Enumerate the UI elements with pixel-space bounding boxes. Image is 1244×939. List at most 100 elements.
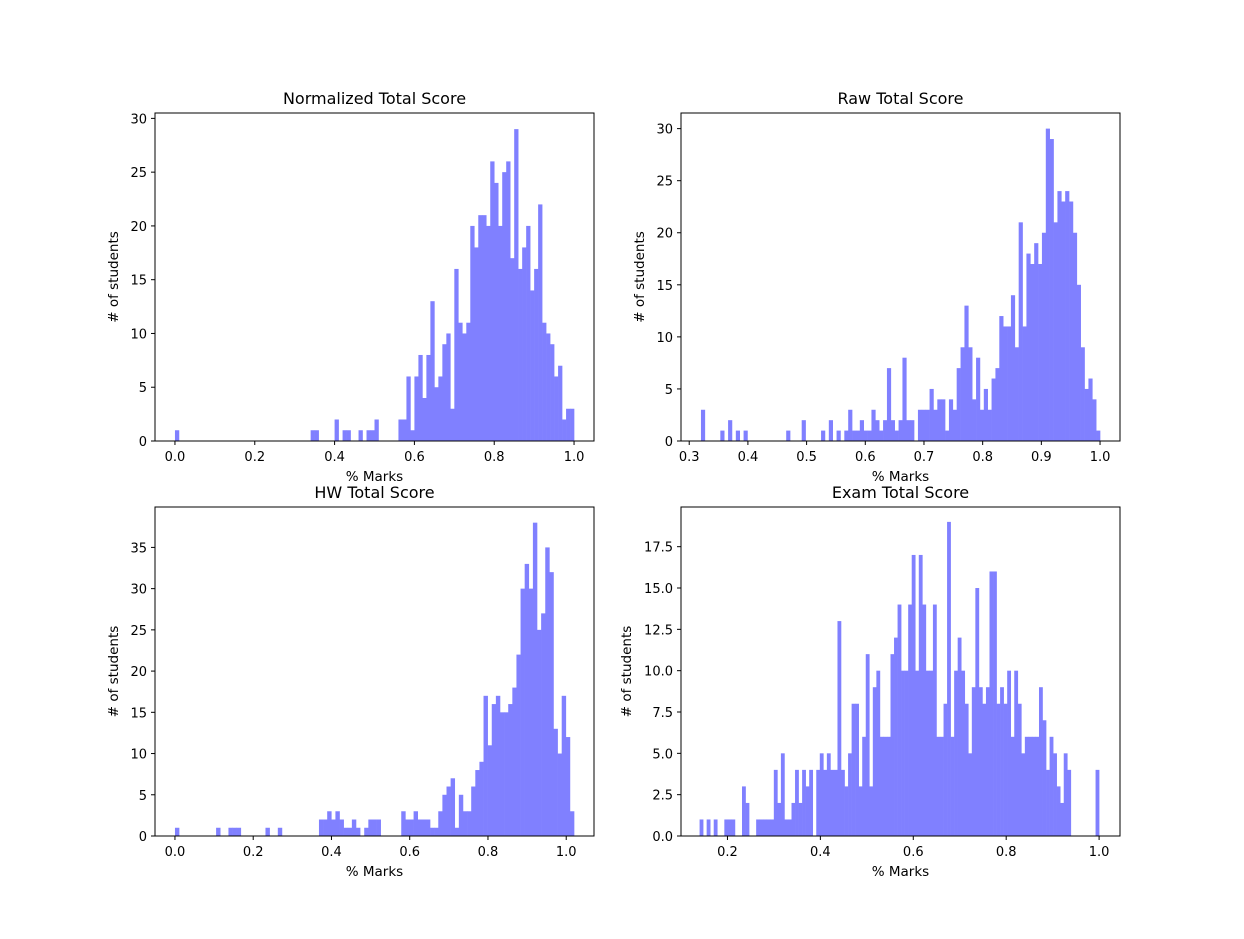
histogram-bar <box>347 827 353 836</box>
histogram-bar <box>1049 736 1054 836</box>
histogram-bar <box>975 588 980 836</box>
y-tick-label: 20 <box>130 220 147 235</box>
histogram-bar <box>941 399 946 441</box>
histogram-bar <box>937 399 942 441</box>
y-tick-label: 25 <box>130 624 147 639</box>
histogram-bar <box>985 687 990 836</box>
histogram-bar <box>545 547 550 836</box>
histogram-bar <box>506 161 511 442</box>
histogram-bar <box>886 736 891 836</box>
histogram-bar <box>331 819 336 836</box>
histogram-bar <box>865 654 870 836</box>
x-tick-label: 1.0 <box>564 450 585 465</box>
histogram-bar <box>1092 399 1097 441</box>
histogram-bar <box>405 819 410 836</box>
histogram-bar <box>837 621 842 836</box>
histogram-bar <box>422 397 427 441</box>
histogram-bar <box>971 687 976 836</box>
histogram-bar <box>809 769 814 836</box>
histogram-bar <box>929 388 934 441</box>
y-tick-label: 20 <box>656 227 673 242</box>
histogram-bar <box>421 819 427 836</box>
y-tick-label: 15.0 <box>644 582 673 597</box>
histogram-bar <box>565 737 571 836</box>
histogram-bar <box>1000 687 1004 836</box>
axes-frame <box>680 112 1121 442</box>
x-tick-label: 0.4 <box>324 450 345 465</box>
histogram-bar <box>1088 378 1093 441</box>
histogram-bar <box>968 753 973 836</box>
histogram-bar <box>805 786 810 836</box>
axes-frame <box>154 112 595 442</box>
histogram-bar <box>968 347 973 441</box>
y-tick-label: 0 <box>665 435 673 450</box>
y-tick-label: 5 <box>139 381 147 396</box>
histogram-bar <box>368 819 373 836</box>
histogram-bar <box>706 819 711 836</box>
histogram-bar <box>731 819 736 836</box>
histogram-bar <box>538 204 543 441</box>
histogram-bar <box>917 409 923 441</box>
histogram-bar <box>417 819 423 836</box>
y-tick-label: 35 <box>130 541 147 556</box>
histogram-bar <box>490 161 495 442</box>
histogram-bar <box>952 409 957 441</box>
histogram-bar <box>504 712 509 836</box>
histogram-bar <box>819 753 824 836</box>
y-tick-label: 10 <box>130 327 147 342</box>
histogram-bar <box>566 408 571 441</box>
histogram-bar <box>1053 753 1057 836</box>
histogram-bar <box>777 802 782 836</box>
histogram-bar <box>983 388 988 441</box>
histogram-bar <box>841 769 845 836</box>
histogram-bar <box>430 827 435 836</box>
histogram-bar <box>867 430 872 441</box>
histogram-bar <box>450 408 455 441</box>
histogram-bar <box>467 811 472 836</box>
histogram-bar <box>334 419 339 441</box>
histogram-panel-4: 0.2 0.4 0.6 0.8 1.0 0.0 2.5 5.0 7.5 10.0 12.5 15.0 1… <box>619 483 1121 880</box>
histogram-bar <box>318 819 324 836</box>
x-tick-label: 0.6 <box>399 845 420 860</box>
y-tick-label: 0 <box>139 435 147 450</box>
histogram-bar <box>277 827 283 836</box>
histogram-bar <box>995 368 1000 441</box>
histogram-bar <box>756 819 760 836</box>
histogram-bar <box>1063 753 1068 836</box>
histogram-bar <box>1007 670 1012 836</box>
histogram-bar <box>883 420 888 441</box>
histogram-bar <box>713 819 718 836</box>
histogram-bar <box>855 430 861 441</box>
histogram-bar <box>528 588 534 836</box>
histogram-bar <box>553 728 558 836</box>
histogram-bar <box>918 554 923 836</box>
y-tick-label: 5.0 <box>652 747 673 762</box>
x-tick-label: 0.3 <box>679 450 700 465</box>
histogram-bar <box>1018 222 1023 441</box>
y-tick-label: 5 <box>665 383 673 398</box>
histogram-bar <box>964 703 969 836</box>
histogram-bar <box>932 604 937 836</box>
histogram-bar <box>483 695 488 836</box>
histogram-bar <box>1003 326 1008 441</box>
histogram-bar <box>901 670 905 836</box>
histogram-bar <box>1042 720 1047 836</box>
histogram-bar <box>446 333 451 441</box>
histogram-bar <box>508 704 513 836</box>
y-tick-label: 30 <box>130 583 147 598</box>
histogram-bar <box>933 409 938 441</box>
histogram-bar <box>787 819 792 836</box>
histogram-bar <box>418 354 423 441</box>
x-tick-label: 0.8 <box>484 450 505 465</box>
histogram-bar <box>462 333 467 441</box>
histogram-bar <box>1046 769 1050 836</box>
histogram-bar <box>947 521 951 836</box>
x-axis-label: % Marks <box>872 864 929 880</box>
y-tick-label: 10 <box>656 331 673 346</box>
histogram-bar <box>1045 128 1050 441</box>
histogram-bar <box>863 430 868 441</box>
histogram-bar <box>524 563 530 836</box>
histogram-bar <box>499 712 505 836</box>
histogram-bar <box>561 695 567 836</box>
